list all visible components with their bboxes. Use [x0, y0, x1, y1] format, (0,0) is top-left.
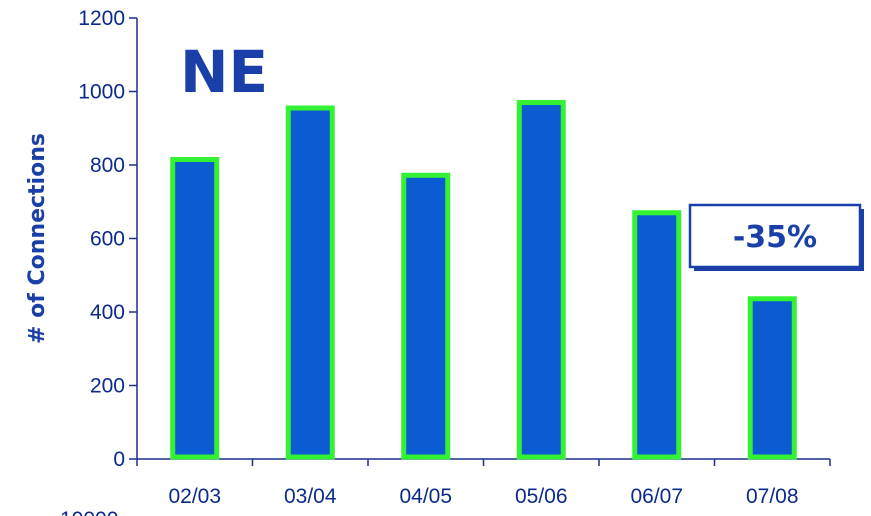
x-tick-label: 03/04 — [284, 485, 337, 508]
clipped-text: 10000 — [60, 508, 118, 516]
y-tick-label: 600 — [90, 228, 125, 251]
x-tick-label: 02/03 — [168, 485, 221, 508]
y-axis-label: # of Connections — [25, 133, 50, 344]
bar — [170, 156, 220, 460]
bars — [170, 100, 797, 460]
x-ticks: 02/03 03/04 04/05 05/06 06/07 07/08 — [136, 459, 831, 508]
bar — [516, 100, 566, 460]
y-ticks: 0 200 400 600 800 1000 1200 — [78, 7, 137, 471]
y-tick-label: 0 — [113, 448, 125, 471]
bar — [632, 210, 682, 460]
annotation-box: -35% — [688, 203, 864, 271]
y-tick-label: 1000 — [78, 81, 125, 104]
y-tick-label: 400 — [90, 301, 125, 324]
y-tick-label: 200 — [90, 375, 125, 398]
annotation-text: -35% — [733, 220, 817, 255]
bar — [285, 105, 335, 460]
x-tick-label: 07/08 — [746, 485, 799, 508]
y-tick-label: 1200 — [78, 7, 125, 30]
x-tick-label: 06/07 — [630, 485, 683, 508]
x-tick-label: 05/06 — [515, 485, 568, 508]
annotation-frame — [688, 203, 862, 269]
chart-title: NE — [180, 38, 268, 106]
y-tick-label: 800 — [90, 154, 125, 177]
bar — [747, 296, 797, 460]
x-tick-label: 04/05 — [399, 485, 452, 508]
bar — [401, 172, 451, 460]
